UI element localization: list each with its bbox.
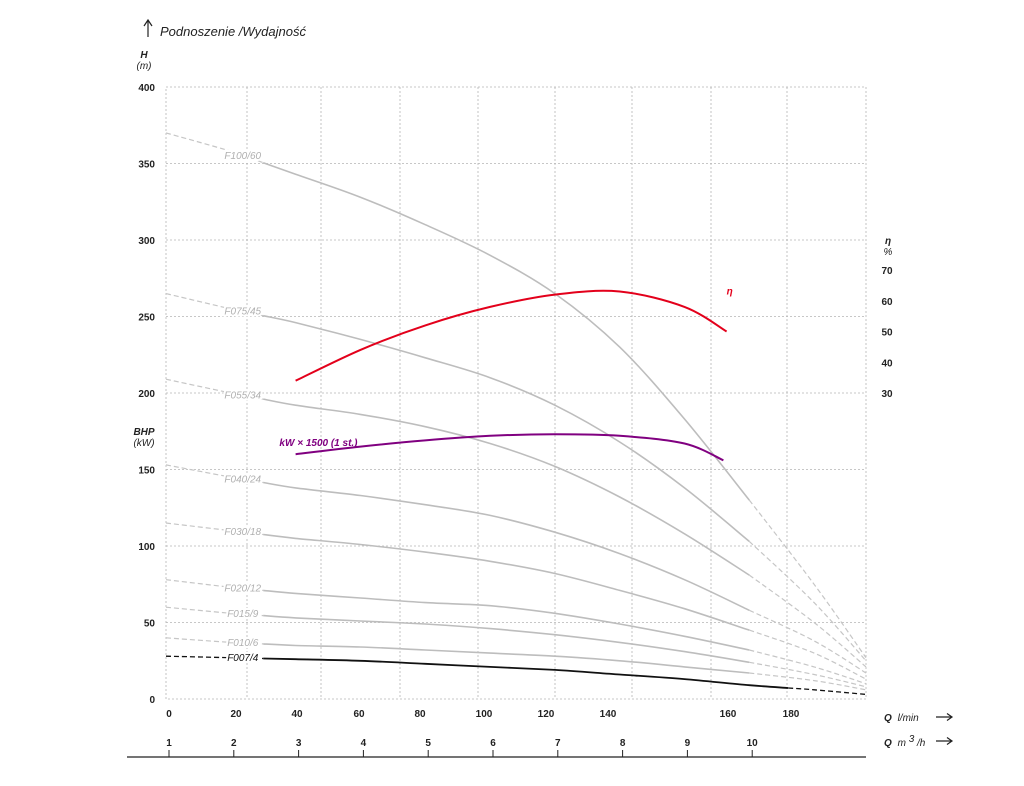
y-tick-label: 350 xyxy=(138,160,155,171)
pump-curve xyxy=(262,161,750,501)
pump-model-label: F030/18 xyxy=(224,527,261,538)
efficiency-label: η xyxy=(727,287,733,298)
eta-tick-label: 40 xyxy=(881,358,893,369)
pump-model-label-halo: F030/18 xyxy=(224,527,261,538)
power-label: kW × 1500 (1 st.) xyxy=(279,438,358,449)
x-tick-label: 140 xyxy=(600,709,617,720)
pump-model-label: F020/12 xyxy=(224,584,261,595)
pump-curve-dashed-end xyxy=(749,649,867,685)
y-tick-label: 150 xyxy=(138,466,155,477)
pump-model-label-halo: F055/34 xyxy=(224,390,261,401)
y-axis-unit: (m) xyxy=(137,61,152,72)
eta-tick-label: 50 xyxy=(881,328,893,339)
x2-tick-label: 7 xyxy=(555,738,561,749)
pump-curve-dashed-start xyxy=(165,655,264,660)
x2-tick-label: 5 xyxy=(425,738,431,749)
pump-curve-dashed-start xyxy=(165,522,264,536)
grid-layer xyxy=(165,86,867,757)
y-axis-label: H xyxy=(140,50,148,61)
y-tick-label: 250 xyxy=(138,313,155,324)
pump-curve xyxy=(263,481,750,612)
x2-tick-label: 8 xyxy=(620,738,626,749)
x2-tick-label: 10 xyxy=(747,738,759,749)
chart-title: Podnoszenie /Wydajność xyxy=(160,24,306,39)
eta-tick-label: 60 xyxy=(881,297,893,308)
x2-tick-label: 6 xyxy=(490,738,496,749)
pump-model-label-halo: F015/9 xyxy=(227,609,259,620)
pump-curve-dashed-start xyxy=(165,606,264,617)
pump-curve-dashed-start xyxy=(165,464,264,484)
pump-model-label: F010/6 xyxy=(227,638,259,649)
y-tick-label: 200 xyxy=(138,389,155,400)
x-tick-label: 100 xyxy=(476,709,493,720)
eta-axis-unit: % xyxy=(884,247,893,258)
x-tick-label: 0 xyxy=(166,709,172,720)
eta-tick-label: 70 xyxy=(881,266,893,277)
bhp-axis-label: BHP xyxy=(133,427,154,438)
x-tick-label: 40 xyxy=(291,709,303,720)
pump-model-label: F075/45 xyxy=(224,307,261,318)
pump-curve xyxy=(263,614,750,664)
pump-curve-dashed-end xyxy=(749,629,867,680)
x2-tick-label: 4 xyxy=(361,738,367,749)
eta-tick-label: 30 xyxy=(881,389,893,400)
x2-tick-label: 3 xyxy=(296,738,302,749)
x-tick-label: 20 xyxy=(230,709,242,720)
x-axis-label: Q l/min xyxy=(884,713,919,724)
pump-curve-dashed-end xyxy=(748,574,867,668)
pump-curve-dashed-end xyxy=(749,672,867,691)
x2-tick-label: 1 xyxy=(166,738,172,749)
pump-curve-dashed-start xyxy=(165,637,264,645)
pump-curve xyxy=(263,643,750,674)
pump-curve-dashed-start xyxy=(165,132,264,164)
pump-model-label: F040/24 xyxy=(224,474,261,485)
x-tick-label: 160 xyxy=(720,709,737,720)
pump-curve xyxy=(263,533,750,631)
pump-curve-dashed-start xyxy=(165,378,264,400)
pump-curve-dashed-end xyxy=(748,499,867,659)
pump-model-label-halo: F040/24 xyxy=(224,474,261,485)
pump-model-label: F007/4 xyxy=(227,653,259,664)
pump-model-label: F015/9 xyxy=(227,609,259,620)
pump-curve xyxy=(263,589,750,651)
pump-model-label: F055/34 xyxy=(224,390,261,401)
pump-curve-dashed-end xyxy=(749,661,867,688)
x-tick-label: 60 xyxy=(353,709,365,720)
x-tick-label: 80 xyxy=(414,709,426,720)
pump-model-label-halo: F100/60 xyxy=(224,151,261,162)
y-tick-label: 50 xyxy=(144,619,156,630)
pump-curve-dashed-start xyxy=(165,293,264,317)
x2-arrow-icon xyxy=(936,737,954,745)
y-tick-label: 300 xyxy=(138,236,155,247)
y-tick-label: 0 xyxy=(149,695,155,706)
pump-curve-dashed-end xyxy=(749,609,867,674)
pump-curve xyxy=(263,314,750,543)
pump-curve-dashed-end xyxy=(788,687,867,696)
pump-curve xyxy=(263,398,750,576)
pump-model-label-halo: F010/6 xyxy=(227,638,259,649)
x2-tick-label: 2 xyxy=(231,738,237,749)
pump-model-label-halo: F007/4 xyxy=(227,653,259,664)
arrow-up-icon xyxy=(143,18,153,37)
pump-curve-dashed-end xyxy=(748,540,867,662)
x-arrow-icon xyxy=(936,713,954,721)
pump-curve-dashed-start xyxy=(165,579,264,591)
y-tick-label: 400 xyxy=(138,83,155,94)
curve-layer xyxy=(165,132,867,696)
pump-model-label-halo: F075/45 xyxy=(224,307,261,318)
y-tick-label: 100 xyxy=(138,542,155,553)
eta-axis-label: η xyxy=(885,236,891,247)
pump-model-label: F100/60 xyxy=(224,151,261,162)
bhp-axis-unit: (kW) xyxy=(133,438,154,449)
efficiency-curve xyxy=(295,289,728,382)
pump-curve xyxy=(263,657,789,689)
x-tick-label: 120 xyxy=(538,709,555,720)
x-tick-label: 180 xyxy=(783,709,800,720)
pump-model-label-halo: F020/12 xyxy=(224,584,261,595)
power-curve xyxy=(295,433,724,462)
x2-tick-label: 9 xyxy=(685,738,691,749)
x2-axis-label: Q m 3 /h xyxy=(884,734,926,749)
